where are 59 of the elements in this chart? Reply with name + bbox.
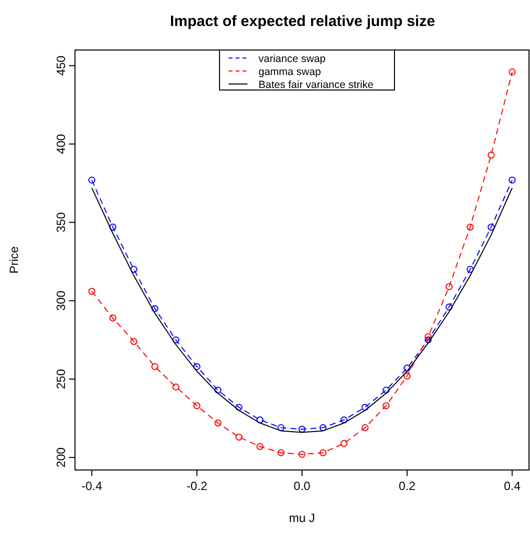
point (424, 333, 432, 340)
point (320, 449, 327, 456)
chart-title: Impact of expected relative jump size (170, 13, 436, 30)
point (298, 426, 306, 433)
point (382, 386, 390, 394)
point (88, 176, 96, 184)
point (340, 416, 348, 424)
point (130, 266, 138, 273)
y-tick-label: 350 (54, 212, 68, 232)
point (446, 283, 453, 290)
point (320, 424, 327, 432)
point (404, 364, 411, 372)
point (362, 404, 369, 411)
point (88, 288, 96, 295)
point (235, 404, 242, 411)
point (488, 152, 495, 158)
y-axis-title: Price (7, 246, 21, 274)
point (277, 424, 284, 432)
point (235, 434, 242, 441)
point (256, 442, 264, 450)
x-tick-label: -0.4 (81, 479, 102, 493)
x-axis-title: mu J (288, 511, 316, 525)
point (362, 424, 369, 432)
point (340, 440, 348, 447)
point (214, 419, 222, 426)
point (277, 449, 284, 456)
point (446, 304, 453, 311)
y-tick-label: 400 (54, 134, 68, 154)
x-tick-label: 0.0 (294, 479, 311, 493)
point (151, 305, 158, 312)
point (404, 372, 411, 380)
point (193, 402, 200, 410)
legend-label: gamma swap (258, 66, 322, 78)
legend-label: Bates fair variance strike (258, 79, 374, 91)
point (488, 224, 495, 231)
y-tick-label: 300 (54, 290, 68, 311)
x-tick-label: 0.4 (504, 479, 521, 493)
y-tick-label: 200 (54, 447, 68, 468)
point (109, 224, 116, 231)
point (256, 416, 264, 424)
point (172, 383, 180, 390)
legend-label: variance swap (258, 53, 326, 65)
y-tick-label: 250 (54, 368, 68, 390)
point (466, 224, 474, 231)
x-tick-label: -0.2 (186, 479, 208, 493)
point (130, 338, 138, 345)
point (193, 363, 200, 370)
point (424, 336, 432, 344)
point (382, 402, 390, 410)
point (508, 176, 516, 184)
point (298, 450, 306, 458)
point (466, 266, 474, 273)
point (109, 314, 116, 322)
x-tick-label: 0.2 (398, 479, 416, 493)
point (151, 363, 158, 370)
point (214, 386, 222, 394)
y-tick-label: 450 (54, 55, 68, 76)
point (172, 336, 180, 344)
point (508, 68, 516, 76)
